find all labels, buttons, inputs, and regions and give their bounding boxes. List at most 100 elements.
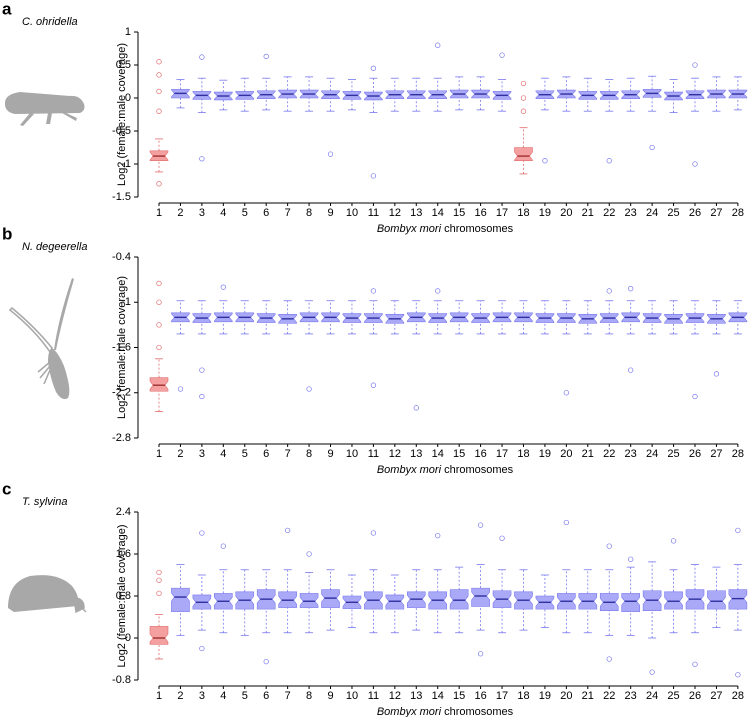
x-axis-label-text: chromosomes — [444, 706, 514, 717]
x-tick-label: 15 — [453, 690, 465, 702]
x-tick-label: 5 — [242, 690, 248, 702]
outlier — [199, 156, 205, 162]
outlier — [520, 95, 527, 101]
x-axis-label: Bombyx mori chromosomes — [377, 223, 514, 235]
outlier — [649, 144, 655, 151]
x-tick-label: 18 — [517, 690, 529, 702]
outlier — [199, 367, 205, 373]
outlier — [220, 284, 226, 290]
x-tick-label: 13 — [410, 690, 422, 702]
outlier — [156, 280, 162, 287]
outlier — [435, 42, 441, 48]
x-tick-label: 28 — [732, 448, 744, 460]
box — [514, 147, 533, 161]
x-tick-label: 24 — [646, 690, 658, 702]
outlier — [156, 344, 162, 351]
x-tick-label: 26 — [689, 448, 701, 460]
outlier — [713, 371, 720, 377]
x-tick-label: 1 — [156, 207, 162, 219]
x-tick-label: 22 — [603, 690, 615, 702]
outlier — [156, 181, 162, 187]
x-axis-label-text: chromosomes — [444, 223, 514, 235]
y-tick-label: -2.8 — [112, 432, 131, 444]
x-axis-label: Bombyx mori chromosomes — [377, 706, 514, 717]
outlier — [370, 65, 377, 71]
x-tick-label: 7 — [285, 448, 291, 460]
y-tick-label: 1 — [125, 26, 131, 38]
x-tick-label: 8 — [306, 448, 312, 460]
x-tick-label: 26 — [689, 207, 701, 219]
y-axis-label: Log2 (female:male coverage) — [116, 43, 128, 186]
x-tick-label: 27 — [710, 207, 722, 219]
outlier — [220, 543, 226, 549]
x-tick-label: 20 — [560, 207, 572, 219]
panel-letter: c — [2, 479, 11, 498]
outlier — [628, 556, 634, 562]
x-tick-label: 7 — [285, 207, 291, 219]
outlier — [520, 80, 527, 87]
y-tick-label: 0 — [125, 632, 131, 644]
y-tick-label: -0.8 — [112, 674, 131, 686]
moth-silhouette — [8, 575, 87, 614]
x-tick-label: 5 — [242, 448, 248, 460]
outlier — [156, 59, 162, 65]
x-tick-label: 25 — [667, 448, 679, 460]
x-axis-label-italic: Bombyx mori — [377, 464, 442, 476]
x-tick-label: 14 — [432, 207, 444, 219]
outlier — [370, 530, 377, 536]
y-tick-label: 2.4 — [116, 506, 131, 518]
x-tick-label: 18 — [517, 448, 529, 460]
x-tick-label: 3 — [199, 448, 205, 460]
outlier — [199, 645, 205, 652]
x-tick-label: 17 — [496, 207, 508, 219]
box — [728, 589, 748, 610]
x-tick-label: 19 — [539, 690, 551, 702]
box — [471, 587, 490, 607]
x-tick-label: 21 — [582, 690, 594, 702]
x-axis-label-text: chromosomes — [444, 464, 514, 476]
outlier — [692, 161, 698, 167]
box — [149, 377, 169, 392]
outlier — [156, 108, 162, 114]
x-tick-label: 23 — [625, 448, 637, 460]
x-axis-label-italic: Bombyx mori — [377, 223, 442, 235]
panel-letter: a — [2, 0, 12, 18]
x-tick-label: 9 — [327, 207, 333, 219]
x-tick-label: 22 — [603, 448, 615, 460]
x-tick-label: 18 — [517, 207, 529, 219]
x-tick-label: 21 — [582, 207, 594, 219]
x-tick-label: 24 — [646, 207, 658, 219]
outlier — [156, 577, 162, 583]
x-tick-label: 11 — [368, 690, 379, 702]
outlier — [735, 527, 741, 534]
outlier — [649, 669, 655, 675]
x-tick-label: 7 — [285, 690, 291, 702]
x-tick-label: 19 — [539, 448, 551, 460]
x-tick-label: 2 — [177, 207, 183, 219]
y-tick-label: 0.8 — [116, 590, 131, 602]
x-tick-label: 8 — [306, 207, 312, 219]
outlier — [156, 569, 162, 576]
outlier — [477, 651, 484, 657]
species-name: C. ohridella — [22, 16, 78, 28]
outlier — [692, 62, 698, 68]
x-tick-label: 16 — [474, 690, 486, 702]
outlier — [263, 53, 269, 60]
box — [149, 626, 169, 645]
x-tick-label: 6 — [263, 207, 269, 219]
outlier — [499, 535, 505, 541]
y-tick-label: -0.4 — [112, 251, 131, 263]
x-tick-label: 1 — [156, 690, 162, 702]
outlier — [156, 590, 162, 597]
x-tick-label: 23 — [625, 690, 637, 702]
outlier — [499, 52, 505, 58]
outlier — [606, 158, 612, 164]
x-tick-label: 13 — [410, 207, 422, 219]
outlier — [692, 393, 698, 400]
outlier — [477, 522, 484, 528]
moth-silhouette — [4, 92, 85, 126]
box — [449, 589, 469, 610]
y-tick-label: -1.6 — [112, 341, 131, 353]
outlier — [370, 288, 377, 294]
x-tick-label: 10 — [346, 448, 358, 460]
